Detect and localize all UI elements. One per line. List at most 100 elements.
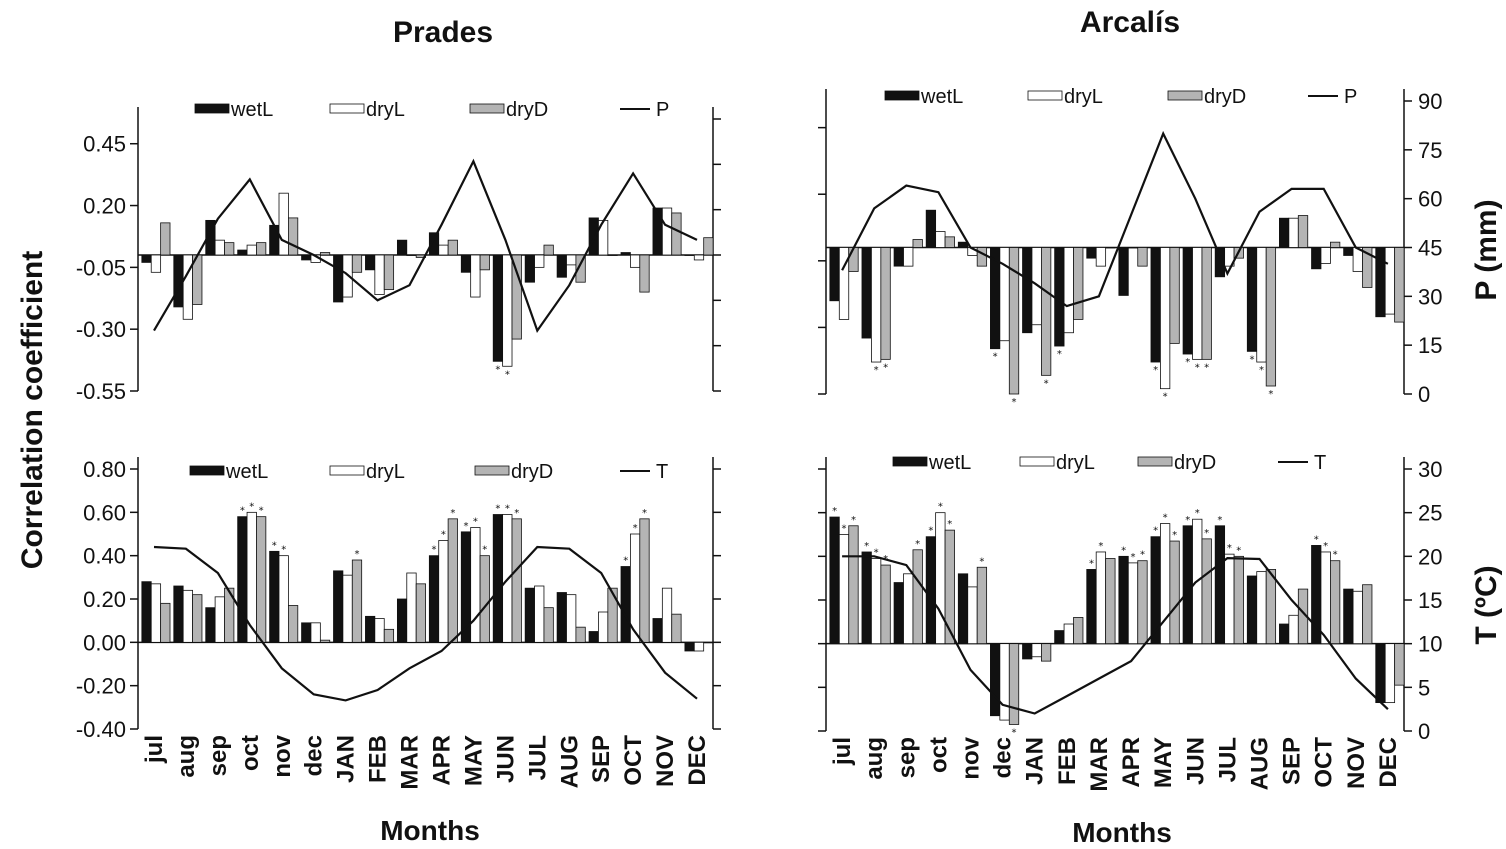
y2-tick-label: 75	[1418, 138, 1442, 163]
bar-dryL-MAY	[470, 527, 481, 643]
bar-dryD-oct	[944, 529, 955, 645]
bar-wetL-oct	[925, 536, 937, 645]
significance-mark: *	[1195, 508, 1200, 519]
y2-tick-label: 10	[1418, 632, 1442, 657]
bar-dryD-sep	[224, 242, 235, 256]
significance-mark: *	[450, 508, 455, 519]
bar-dryL-dec	[310, 622, 321, 643]
significance-mark: *	[249, 501, 254, 512]
legend-swatch-dryD	[474, 465, 510, 476]
bar-dryD-JUL	[1233, 555, 1244, 645]
bar-wetL-jul	[829, 516, 840, 645]
bar-wetL-NOV	[652, 207, 663, 256]
bar-dryD-NOV	[1362, 584, 1373, 645]
bar-dryD-AUG	[1265, 247, 1277, 387]
bar-dryL-MAR	[406, 254, 417, 256]
legend-label-wetL: wetL	[225, 461, 268, 483]
legend-label-dryD: dryD	[506, 99, 548, 121]
legend-swatch-dryD	[1137, 456, 1173, 467]
bar-dryL-APR	[438, 540, 449, 643]
y-tick-label: 0.45	[83, 132, 126, 157]
y2-tick-label: 30	[1418, 284, 1442, 309]
x-tick-label-aug: aug	[173, 735, 200, 778]
significance-mark: *	[1227, 543, 1232, 554]
significance-mark: *	[482, 545, 487, 556]
significance-mark: *	[432, 545, 437, 556]
legend-swatch-dryL	[1027, 90, 1063, 101]
legend-swatch-dryD	[1167, 90, 1203, 101]
y2-tick-label: 15	[1418, 588, 1442, 613]
bar-wetL-OCT	[1311, 247, 1322, 270]
x-tick-label-JUL: JUL	[1214, 737, 1241, 782]
bar-wetL-nov	[269, 550, 280, 643]
bar-wetL-NOV	[1343, 588, 1354, 645]
bar-dryL-JAN	[1031, 643, 1042, 658]
legend-label-P: P	[1344, 86, 1357, 108]
bar-wetL-OCT	[620, 252, 631, 256]
significance-mark: *	[495, 504, 500, 515]
x-tick-label-JUL: JUL	[524, 735, 551, 780]
bar-wetL-aug	[173, 254, 184, 308]
significance-mark: *	[240, 506, 245, 517]
bar-dryL-MAR	[1095, 551, 1107, 645]
bar-wetL-JAN	[1022, 643, 1033, 660]
bar-dryD-JAN	[351, 254, 363, 273]
y2-tick-label: 45	[1418, 236, 1442, 261]
significance-mark: *	[1089, 558, 1094, 569]
significance-mark: *	[505, 504, 510, 515]
significance-mark: *	[864, 541, 869, 552]
x-tick-label-APR: APR	[1118, 737, 1145, 788]
x-tick-label-aug: aug	[861, 737, 888, 780]
bar-dryL-MAY	[1160, 523, 1171, 645]
bar-wetL-dec	[990, 643, 1001, 717]
bar-dryD-DEC	[1394, 247, 1405, 323]
bar-dryL-OCT	[1320, 551, 1331, 645]
bar-dryL-NOV	[1352, 590, 1363, 645]
bar-wetL-MAY	[460, 254, 472, 273]
significance-mark: *	[633, 523, 638, 534]
bar-dryL-dec	[999, 643, 1010, 721]
chart-title-prades: Prades	[393, 16, 493, 49]
significance-mark: *	[1163, 513, 1168, 524]
bar-dryL-JUL	[1224, 553, 1235, 645]
bar-dryL-NOV	[661, 207, 673, 256]
bar-dryL-FEB	[374, 618, 385, 643]
panel-prades_t: 0.80 0.60 0.40 0.20 0.00 -0.20 -0.40 * * * * * * * * * *…	[76, 457, 721, 790]
bar-dryL-MAR	[1095, 247, 1107, 267]
legend-label-T: T	[656, 461, 668, 483]
bar-dryD-JUN	[1201, 538, 1212, 645]
y2-tick-label: 5	[1418, 675, 1430, 700]
legend-swatch-wetL	[189, 465, 225, 476]
bar-dryD-JUN	[1201, 247, 1212, 360]
bar-wetL-nov	[957, 573, 969, 645]
legend-label-wetL: wetL	[920, 86, 963, 108]
bar-dryL-FEB	[374, 254, 385, 295]
bar-wetL-AUG	[1246, 247, 1258, 352]
bar-wetL-SEP	[588, 217, 599, 256]
bar-dryD-nov	[288, 605, 299, 643]
bar-dryL-JUL	[534, 254, 545, 268]
significance-mark: *	[1217, 515, 1222, 526]
legend-swatch-dryL	[329, 465, 365, 476]
bar-dryL-jul	[838, 247, 850, 320]
bar-wetL-NOV	[1343, 247, 1354, 256]
legend-label-dryL: dryL	[366, 99, 405, 121]
x-tick-label-APR: APR	[429, 735, 456, 786]
bar-dryL-sep	[214, 239, 225, 256]
bar-dryD-aug	[192, 594, 203, 643]
significance-mark: *	[851, 515, 856, 526]
bar-dryL-JUL	[534, 585, 545, 643]
x-tick-label-MAY: MAY	[1150, 737, 1177, 788]
bar-dryD-DEC	[1394, 643, 1405, 686]
x-tick-label-jul: jul	[141, 735, 168, 764]
bar-dryL-aug	[871, 558, 882, 645]
bar-dryD-sep	[224, 587, 235, 643]
bar-dryD-dec	[319, 252, 331, 256]
x-tick-label-sep: sep	[893, 737, 920, 778]
bar-dryL-SEP	[1288, 217, 1299, 248]
bar-dryD-OCT	[639, 518, 650, 643]
significance-mark: *	[1259, 365, 1264, 376]
bar-dryL-FEB	[1063, 623, 1074, 645]
bar-dryL-jul	[838, 534, 850, 645]
